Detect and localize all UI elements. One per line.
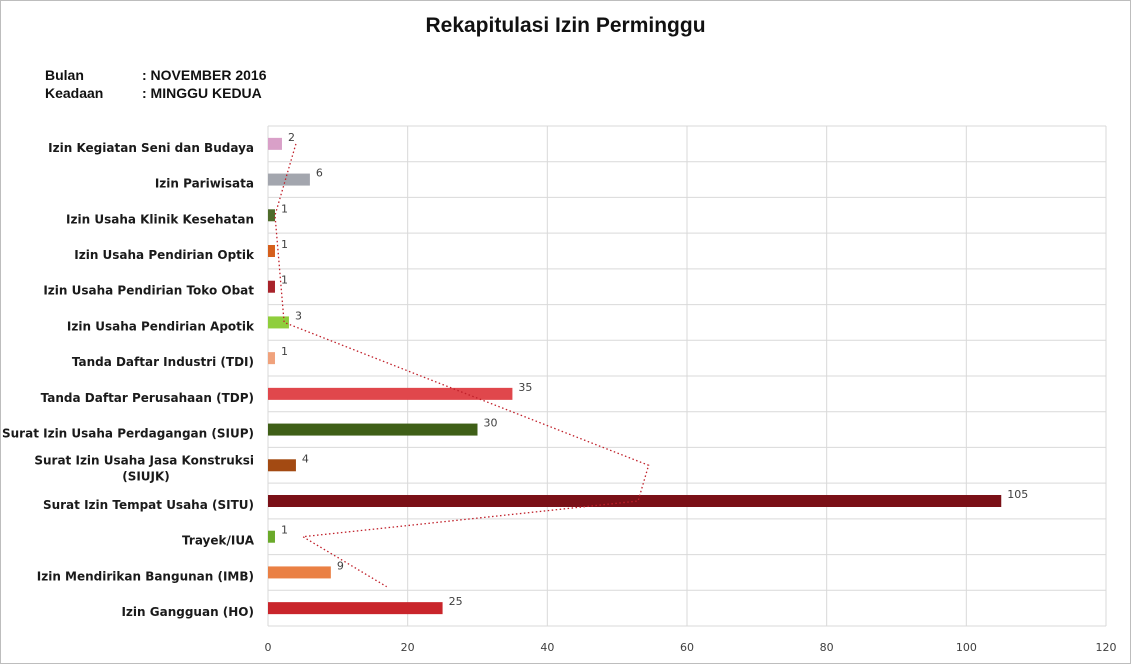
data-label: 105 [1007, 488, 1028, 501]
bulan-label: Bulan [45, 67, 84, 83]
category-label: Izin Pariwisata [155, 177, 254, 191]
category-label: Tanda Daftar Industri (TDI) [72, 355, 254, 369]
category-label: Izin Mendirikan Bangunan (IMB) [37, 569, 254, 583]
data-label: 1 [281, 345, 288, 358]
x-tick-label: 100 [956, 641, 977, 654]
data-label: 30 [484, 417, 498, 430]
category-label: Izin Usaha Pendirian Toko Obat [43, 284, 254, 298]
category-label: Izin Usaha Pendirian Optik [74, 248, 255, 262]
data-label: 1 [281, 274, 288, 287]
x-tick-label: 60 [680, 641, 694, 654]
x-tick-label: 40 [540, 641, 554, 654]
data-label: 3 [295, 309, 302, 322]
bar [268, 566, 331, 579]
category-label: Izin Usaha Klinik Kesehatan [66, 212, 254, 226]
keadaan-label: Keadaan [45, 85, 104, 101]
bar [268, 316, 289, 329]
bar [268, 387, 513, 400]
category-label: Surat Izin Usaha Jasa Konstruksi (SIUJK) [34, 453, 254, 483]
bar [268, 209, 275, 222]
category-label: Izin Kegiatan Seni dan Budaya [48, 141, 254, 155]
bar [268, 530, 275, 543]
data-label: 35 [518, 381, 532, 394]
category-label: Tanda Daftar Perusahaan (TDP) [41, 391, 254, 405]
bar [268, 495, 1002, 507]
x-tick-label: 0 [265, 641, 272, 654]
data-label: 9 [337, 559, 344, 572]
data-label: 4 [302, 452, 309, 465]
category-label: Surat Izin Tempat Usaha (SITU) [43, 498, 254, 512]
bar [268, 352, 275, 365]
data-label: 6 [316, 167, 323, 180]
category-label: Surat Izin Usaha Perdagangan (SIUP) [2, 427, 254, 441]
bar [268, 602, 443, 615]
x-tick-label: 20 [401, 641, 415, 654]
data-label: 1 [281, 238, 288, 251]
category-label: Izin Gangguan (HO) [121, 605, 254, 619]
bar [268, 459, 296, 472]
chart-title: Rekapitulasi Izin Perminggu [425, 14, 706, 37]
x-tick-label: 120 [1096, 641, 1117, 654]
trendline [274, 143, 650, 588]
bar [268, 423, 478, 436]
data-label: 1 [281, 524, 288, 537]
category-label: Izin Usaha Pendirian Apotik [67, 319, 255, 333]
x-tick-label: 80 [820, 641, 834, 654]
bulan-value: : NOVEMBER 2016 [142, 67, 267, 83]
bar [268, 280, 275, 293]
keadaan-value: : MINGGU KEDUA [142, 85, 262, 101]
bar [268, 173, 310, 186]
category-label: Trayek/IUA [182, 534, 255, 548]
bar [268, 245, 275, 257]
data-label: 2 [288, 131, 295, 144]
data-label: 1 [281, 202, 288, 215]
bar [268, 137, 282, 150]
data-label: 25 [449, 595, 463, 608]
